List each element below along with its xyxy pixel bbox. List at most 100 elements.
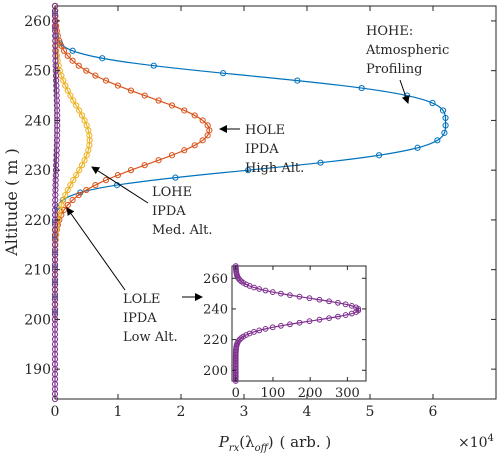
inset-point-lole-51 [335, 299, 341, 306]
x-axis-label: Prx(λoff) ( arb. ) [218, 433, 332, 454]
main-x-tick-label-0: 0 [51, 404, 60, 420]
inset-point-lole-35 [269, 324, 276, 331]
main-point-lohe-26 [64, 186, 71, 194]
annotation-lole-line-1: LOLE [123, 292, 160, 307]
inset-point-lole-39 [306, 318, 313, 325]
inset-point-lole-36 [278, 322, 284, 329]
x-multiplier-exp: 4 [488, 433, 494, 444]
main-point-hole-53 [64, 52, 71, 59]
main-point-hole-36 [199, 137, 206, 144]
main-point-hole-51 [75, 62, 82, 69]
main-point-lohe-43 [73, 102, 80, 109]
main-point-lohe-40 [81, 117, 88, 124]
inset-x-tick-label-0: 0 [232, 386, 240, 401]
inset-point-lole-55 [296, 293, 303, 300]
annotation-hohe-line-3: Profiling [366, 62, 422, 77]
main-point-hohe-27 [442, 114, 449, 122]
main-point-hole-41 [191, 112, 198, 119]
main-point-hole-35 [191, 142, 198, 149]
inset-y-tick-label-1: 220 [203, 333, 228, 348]
annotation-hohe-arrow [399, 79, 410, 104]
x-label-off: off [255, 443, 270, 454]
main-y-tick-label-0: 190 [24, 362, 51, 378]
inset-point-lole-52 [326, 298, 332, 305]
main-point-lohe-25 [62, 191, 69, 199]
inset-plot: 0 100 200 300 200 220 240 260 [203, 263, 367, 401]
main-point-hole-48 [102, 77, 110, 84]
inset-point-lole-58 [269, 289, 276, 295]
inset-point-lole-40 [316, 316, 323, 323]
x-multiplier: ×104 [458, 433, 494, 451]
inset-point-lole-49 [348, 302, 355, 309]
main-y-tick-label-7: 260 [24, 14, 51, 30]
main-point-lohe-41 [78, 112, 86, 119]
main-y-tick-label-2: 210 [24, 263, 51, 279]
annotation-hole-line-1: HOLE [245, 123, 285, 138]
x-label-unit: ( arb. ) [280, 433, 332, 451]
main-y-tick-label-6: 250 [24, 64, 51, 80]
main-x-tick-label-1: 1 [114, 404, 123, 420]
inset-y-tick-label-2: 240 [203, 302, 228, 317]
main-point-hohe-33 [220, 70, 227, 77]
inset-plot-frame [231, 265, 367, 382]
main-point-hohe-25 [441, 129, 448, 136]
inset-y-tick-label-3: 260 [203, 272, 228, 287]
x-label-arg-close: ) [268, 433, 274, 451]
annotation-lohe-line-3: Med. Alt. [152, 223, 213, 238]
main-y-tick-label-3: 220 [24, 213, 51, 229]
main-point-lohe-46 [64, 87, 71, 94]
main-point-hohe-34 [150, 62, 157, 69]
main-point-lohe-27 [67, 181, 74, 189]
annotation-lohe-line-2: IPDA [152, 204, 186, 219]
inset-point-lole-53 [316, 296, 323, 303]
main-point-hole-39 [204, 122, 211, 129]
annotation-hole-line-3: High Alt. [245, 161, 304, 176]
annotation-lohe-arrow [91, 166, 149, 204]
annotation-lohe-line-1: LOHE [152, 185, 192, 200]
main-point-hohe-21 [317, 159, 324, 166]
annotation-hohe-line-2: Atmospheric [365, 43, 449, 58]
main-x-tick-label-6: 6 [429, 404, 438, 420]
main-point-hole-49 [92, 72, 99, 79]
inset-point-lole-38 [296, 319, 303, 326]
main-point-lohe-32 [81, 157, 88, 164]
main-point-hole-46 [127, 87, 135, 94]
annotation-lole-line-3: Low Alt. [123, 330, 178, 345]
inset-point-lole-56 [287, 292, 293, 299]
inset-point-lole-54 [306, 295, 313, 302]
main-point-lohe-24 [60, 196, 67, 204]
main-point-hohe-19 [172, 174, 179, 181]
annotation-lole-line-2: IPDA [123, 311, 157, 326]
inset-point-lole-37 [287, 321, 293, 328]
main-point-hole-25 [75, 191, 82, 199]
main-x-ticks: 0 1 2 3 4 5 6 [51, 6, 438, 420]
inset-point-lole-62 [246, 283, 253, 289]
main-point-hole-32 [155, 157, 162, 164]
inset-point-lole-42 [335, 313, 341, 320]
inset-point-lole-34 [262, 325, 269, 332]
main-point-hohe-31 [358, 84, 365, 92]
main-point-hohe-24 [434, 137, 441, 144]
inset-point-lole-27 [236, 336, 243, 343]
main-point-hole-30 [127, 167, 135, 174]
main-point-hole-50 [83, 67, 90, 74]
annotation-hohe: HOHE: Atmospheric Profiling [365, 24, 449, 104]
main-x-tick-label-4: 4 [303, 404, 312, 420]
main-point-hole-52 [69, 57, 76, 64]
main-point-hohe-23 [414, 144, 421, 151]
main-x-tick-label-2: 2 [177, 404, 186, 420]
x-multiplier-base: ×10 [458, 435, 488, 451]
main-point-lohe-30 [76, 167, 83, 174]
main-point-hole-29 [114, 172, 122, 179]
main-series-group [51, 2, 449, 403]
inset-point-lole-41 [326, 315, 332, 322]
main-point-hole-54 [60, 47, 68, 54]
main-point-hohe-35 [99, 55, 106, 62]
main-point-hohe-36 [69, 47, 76, 54]
main-point-hole-27 [92, 181, 99, 189]
main-point-hohe-22 [375, 152, 383, 159]
inset-x-tick-label-2: 200 [298, 386, 323, 401]
inset-x-ticks: 0 100 200 300 [232, 266, 360, 401]
inset-point-lole-59 [262, 287, 269, 294]
